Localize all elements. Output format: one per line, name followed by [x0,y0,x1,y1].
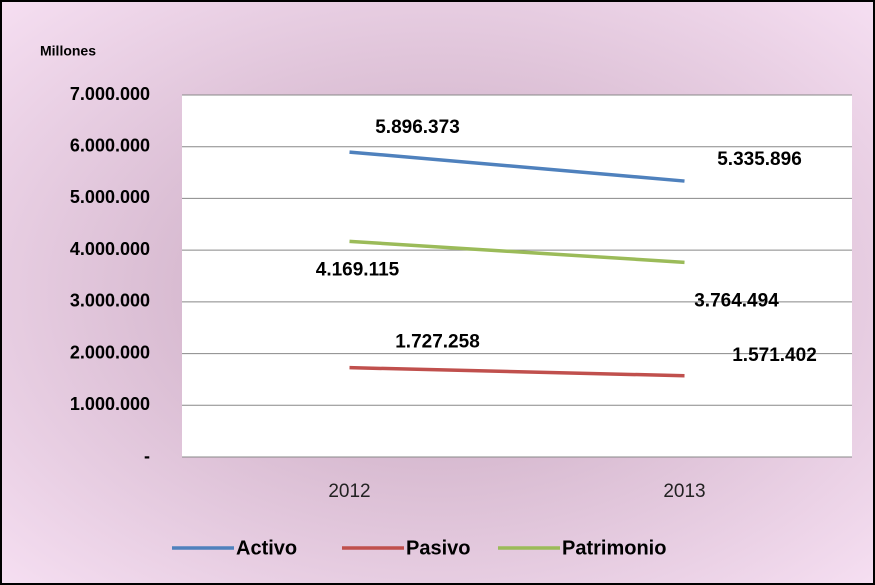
y-tick-label: - [144,446,150,466]
y-tick-label: 6.000.000 [70,135,150,155]
y-tick-label: 2.000.000 [70,342,150,362]
x-tick-label: 2012 [328,481,370,502]
data-label: 3.764.494 [694,290,779,311]
series-line [349,365,685,378]
y-tick-label: 3.000.000 [70,291,150,311]
y-tick-label: 4.000.000 [70,239,150,259]
data-label: 1.571.402 [732,345,817,366]
series-line [349,239,685,265]
series-line [349,150,685,183]
y-tick-label: 1.000.000 [70,394,150,414]
plot-area [182,95,852,457]
data-label: 5.335.896 [717,149,802,170]
legend-label: Pasivo [406,537,470,559]
y-axis-label: Millones [40,43,96,59]
y-tick-label: 7.000.000 [70,84,150,104]
data-label: 1.727.258 [395,332,480,353]
y-tick-label: 5.000.000 [70,187,150,207]
legend-label: Patrimonio [562,537,666,559]
legend-label: Activo [236,537,297,559]
data-label: 5.896.373 [375,117,460,138]
data-label: 4.169.115 [316,259,400,280]
x-tick-label: 2013 [663,481,705,502]
